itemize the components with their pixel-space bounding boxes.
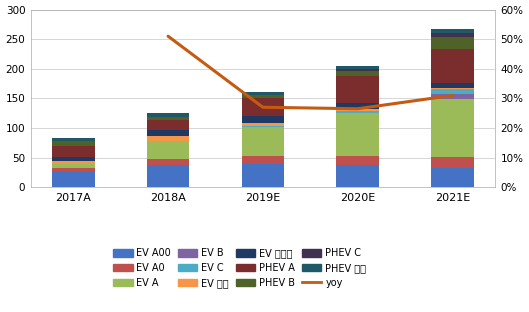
Bar	[336, 165, 379, 187]
Bar	[336, 71, 379, 76]
Bar	[52, 171, 95, 187]
Bar	[431, 90, 474, 94]
Bar	[431, 88, 474, 90]
Line: yoy: yoy	[168, 36, 452, 109]
Bar	[52, 146, 95, 157]
Bar	[242, 115, 284, 123]
Bar	[147, 136, 189, 141]
yoy	[449, 94, 455, 97]
Bar	[242, 98, 284, 115]
Bar	[336, 66, 379, 69]
Bar	[242, 156, 284, 163]
Bar	[431, 28, 474, 33]
Bar	[52, 161, 95, 163]
Bar	[147, 159, 189, 165]
Bar	[336, 76, 379, 103]
Bar	[147, 141, 189, 159]
Bar	[147, 120, 189, 130]
Bar	[242, 95, 284, 98]
Bar	[242, 92, 284, 95]
Bar	[336, 111, 379, 113]
Bar	[242, 127, 284, 156]
Bar	[52, 168, 95, 171]
Bar	[431, 83, 474, 88]
Bar	[52, 138, 95, 141]
Bar	[147, 130, 189, 136]
Bar	[242, 123, 284, 126]
Bar	[431, 168, 474, 187]
Bar	[431, 37, 474, 49]
yoy	[260, 105, 266, 109]
Bar	[431, 94, 474, 99]
Bar	[52, 163, 95, 168]
Bar	[147, 117, 189, 120]
Bar	[336, 103, 379, 109]
Bar	[431, 99, 474, 157]
Legend: EV A00, EV A0, EV A, EV B, EV C, EV 客车, EV 专用车, PHEV A, PHEV B, PHEV C, PHEV 客车,: EV A00, EV A0, EV A, EV B, EV C, EV 客车, …	[110, 245, 369, 291]
Bar	[147, 165, 189, 187]
Bar	[431, 157, 474, 168]
Bar	[336, 156, 379, 165]
Bar	[431, 33, 474, 37]
yoy	[354, 107, 361, 111]
yoy	[165, 34, 171, 38]
Bar	[431, 49, 474, 83]
Bar	[242, 126, 284, 127]
Bar	[336, 113, 379, 156]
Bar	[52, 157, 95, 161]
Bar	[336, 109, 379, 111]
Bar	[242, 163, 284, 187]
Bar	[336, 69, 379, 71]
Bar	[147, 113, 189, 117]
Bar	[52, 141, 95, 146]
